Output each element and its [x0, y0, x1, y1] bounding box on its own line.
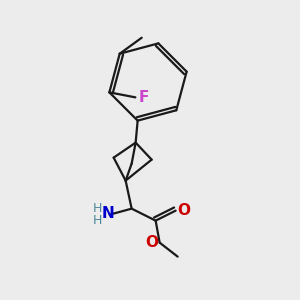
Text: O: O [177, 203, 190, 218]
Text: O: O [145, 235, 158, 250]
Text: F: F [138, 90, 148, 105]
Text: N: N [101, 206, 114, 221]
Text: H: H [93, 214, 102, 227]
Text: H: H [93, 202, 102, 215]
